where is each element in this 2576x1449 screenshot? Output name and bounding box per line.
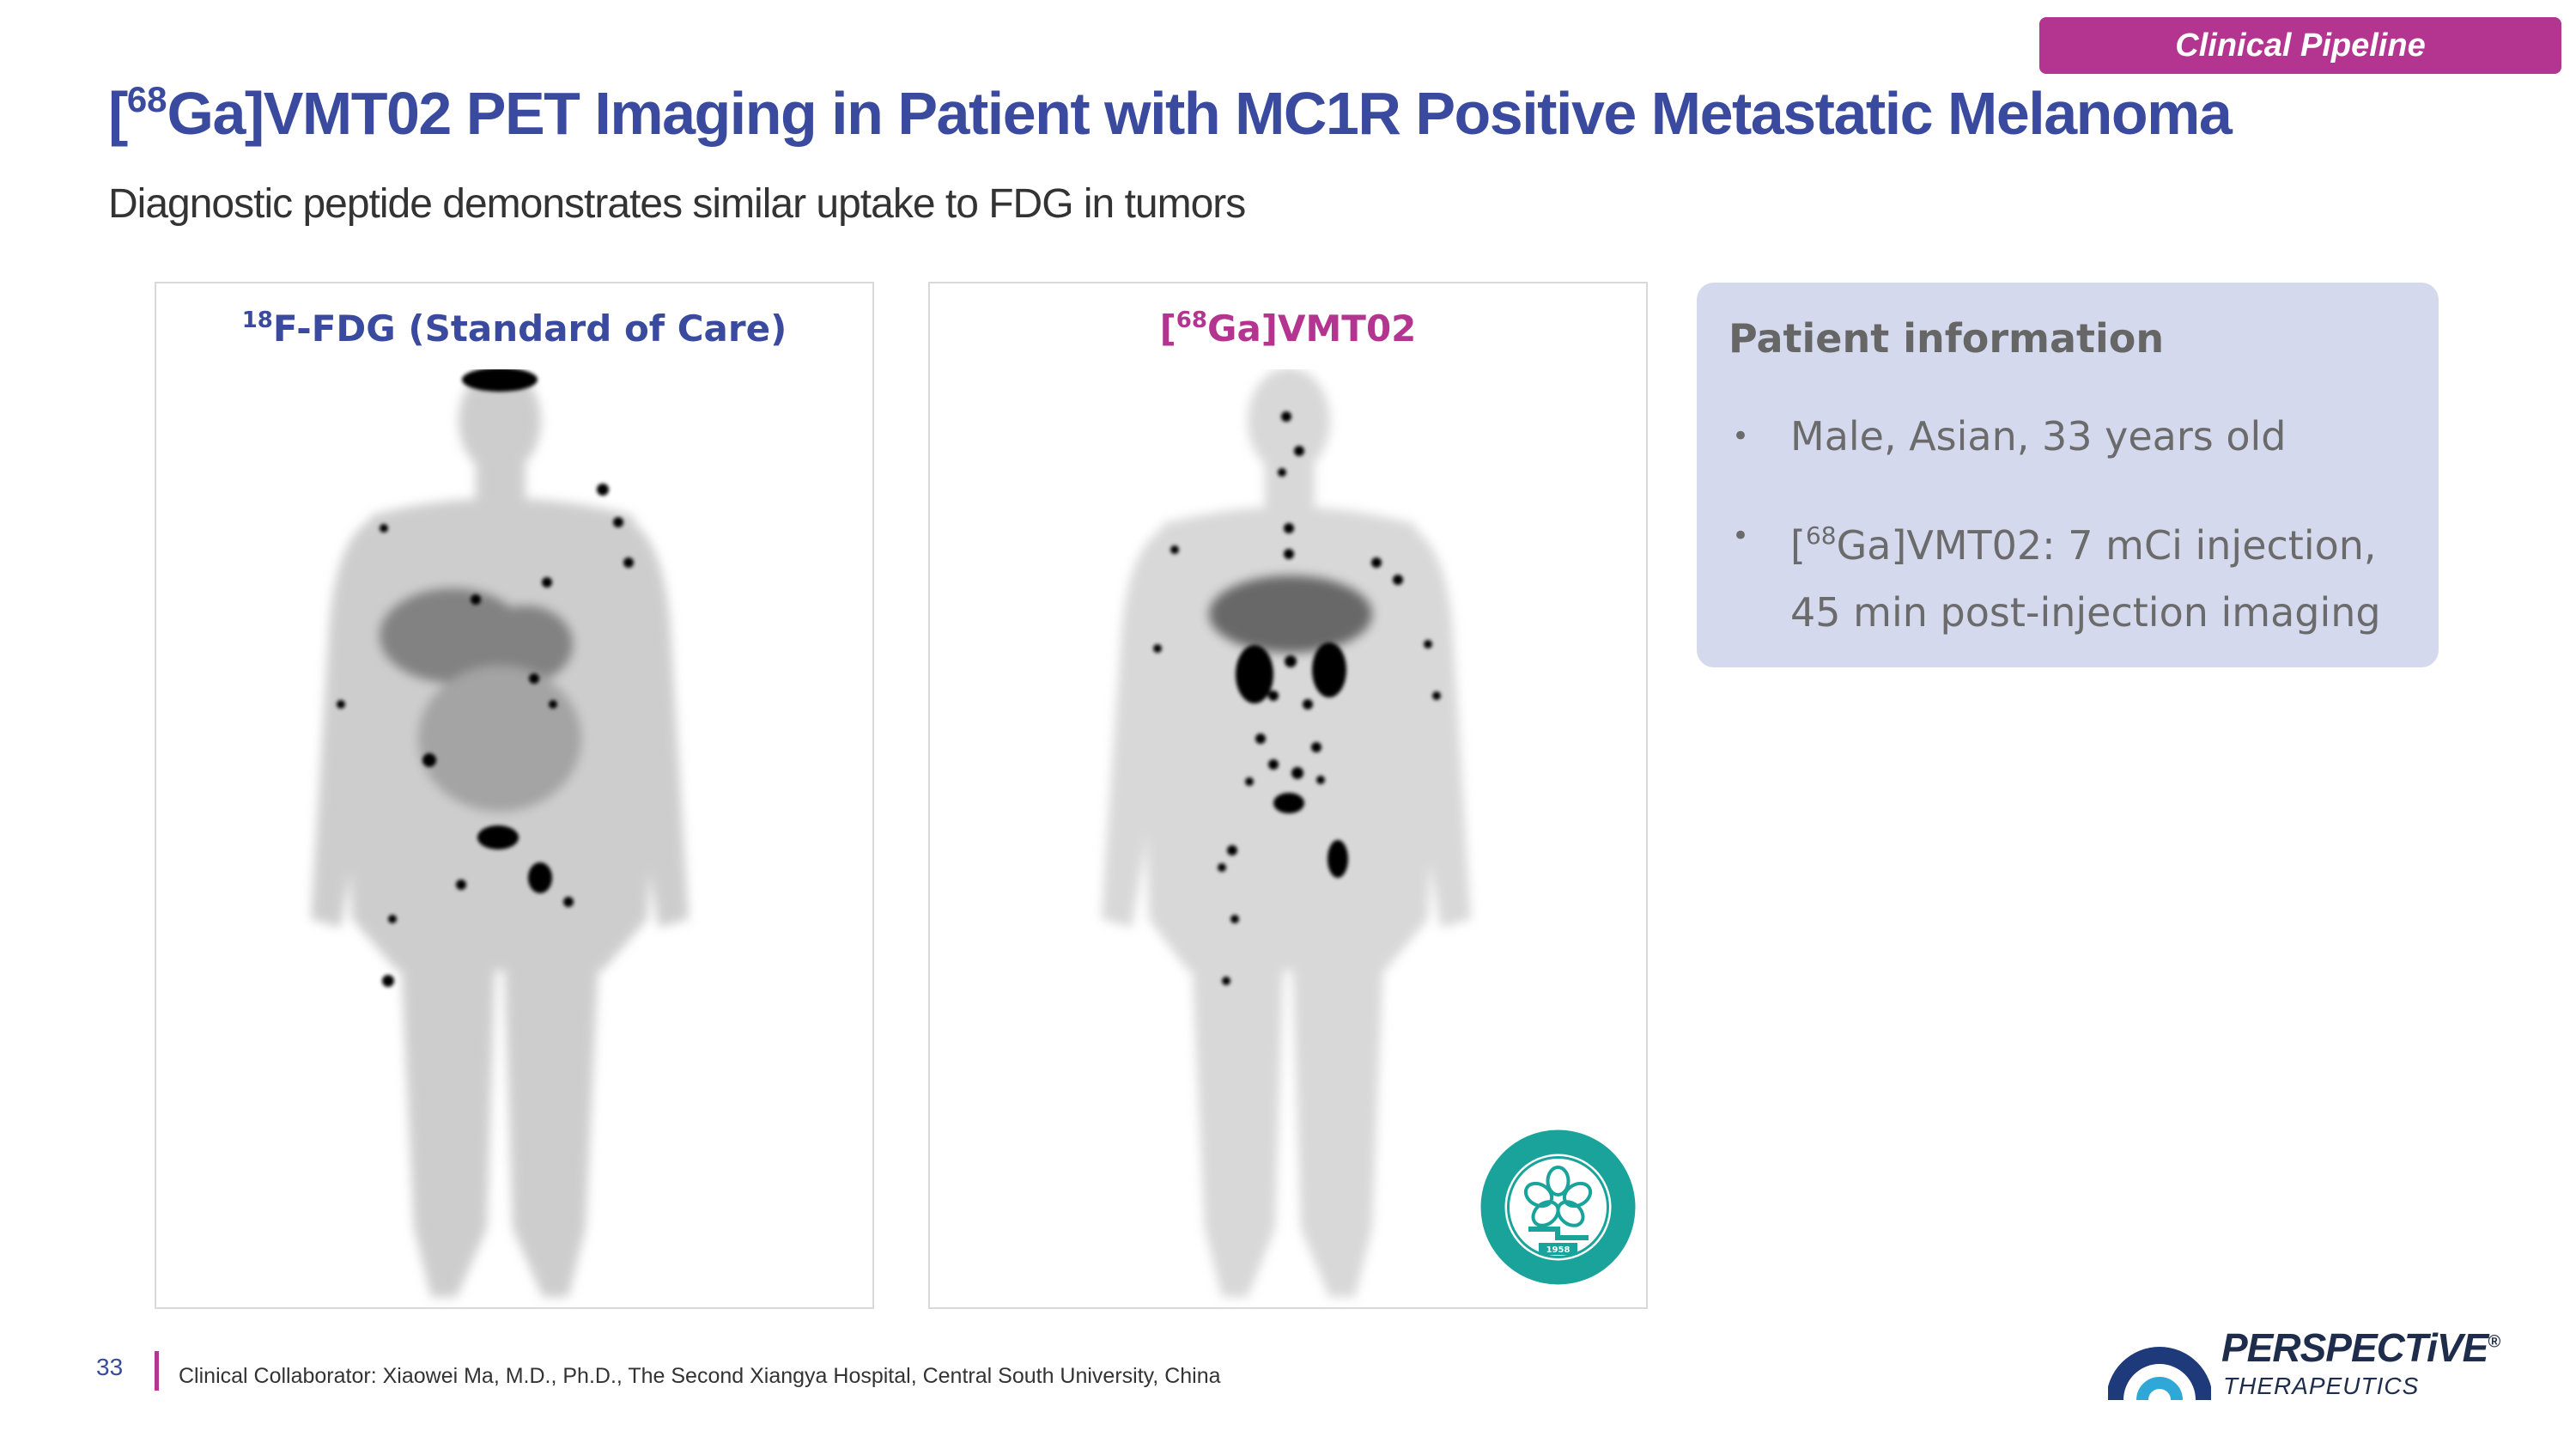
perspective-logo-icon — [2108, 1347, 2211, 1401]
logo-name: PERSPECTiVE® — [2221, 1324, 2500, 1371]
logo-trademark: ® — [2488, 1332, 2500, 1352]
perspective-therapeutics-logo: PERSPECTiVE® THERAPEUTICS — [2108, 1321, 2520, 1407]
bullet-icon: • — [1732, 419, 1750, 454]
fdg-label-text: F-FDG (Standard of Care) — [272, 307, 787, 350]
page-subtitle: Diagnostic peptide demonstrates similar … — [108, 181, 1246, 227]
fdg-label-superscript: 18 — [241, 307, 273, 333]
clinical-pipeline-tag: Clinical Pipeline — [2039, 17, 2561, 74]
list-item: • [68Ga]VMT02: 7 mCi injection, 45 min p… — [1728, 502, 2415, 646]
injection-details: Ga]VMT02: 7 mCi injection, 45 min post-i… — [1790, 522, 2381, 636]
page-number: 33 — [96, 1354, 124, 1380]
bullet-icon: • — [1732, 519, 1750, 553]
fdg-scan-panel: 18F-FDG (Standard of Care) — [155, 282, 874, 1309]
page-title: [68Ga]VMT02 PET Imaging in Patient with … — [108, 79, 2233, 148]
vmt02-scan-panel: [68Ga]VMT02 — [928, 282, 1648, 1309]
patient-demographics: Male, Asian, 33 years old — [1790, 413, 2287, 460]
fdg-panel-label: 18F-FDG (Standard of Care) — [156, 307, 872, 350]
vmt02-pet-scan-image — [1102, 369, 1471, 1297]
patient-information-box: Patient information • Male, Asian, 33 ye… — [1697, 283, 2439, 667]
footer-divider — [155, 1351, 159, 1391]
patient-info-list: • Male, Asian, 33 years old • [68Ga]VMT0… — [1728, 403, 2415, 679]
patient-info-title: Patient information — [1728, 315, 2165, 362]
injection-prefix: [ — [1790, 522, 1806, 569]
seal-year: 1958 — [1546, 1245, 1571, 1255]
fdg-pet-scan-image — [311, 369, 689, 1297]
list-item: • Male, Asian, 33 years old — [1728, 403, 2415, 470]
injection-superscript: 68 — [1805, 521, 1837, 550]
logo-subtitle: THERAPEUTICS — [2223, 1373, 2420, 1399]
vmt02-label-superscript: 68 — [1176, 307, 1207, 333]
hospital-seal-logo: 1958 — [1480, 1129, 1636, 1285]
title-prefix: [ — [108, 80, 128, 147]
vmt02-label-text: Ga]VMT02 — [1206, 307, 1417, 350]
title-text: Ga]VMT02 PET Imaging in Patient with MC1… — [167, 80, 2233, 147]
footer-collaborator-note: Clinical Collaborator: Xiaowei Ma, M.D.,… — [179, 1364, 1221, 1388]
vmt02-label-prefix: [ — [1159, 307, 1176, 350]
vmt02-panel-label: [68Ga]VMT02 — [930, 307, 1646, 350]
title-superscript: 68 — [126, 79, 167, 119]
logo-name-text: PERSPECTiVE — [2221, 1325, 2488, 1370]
